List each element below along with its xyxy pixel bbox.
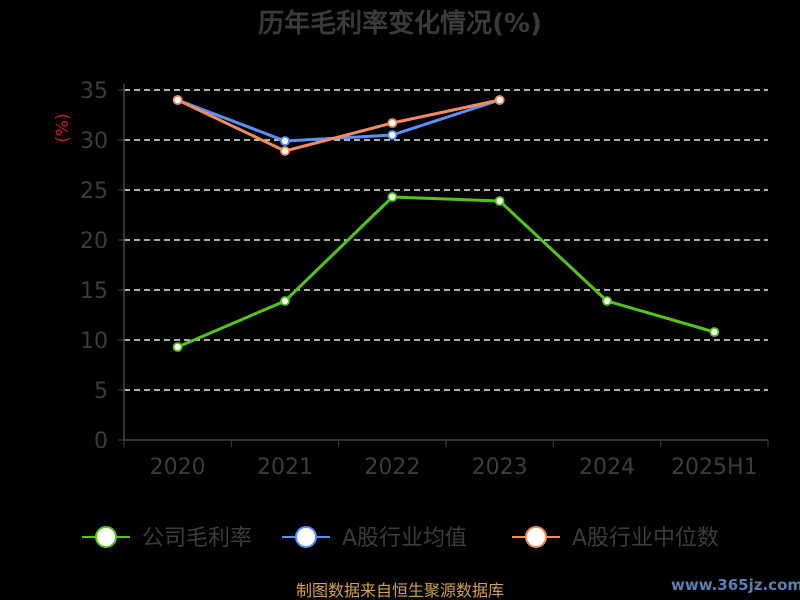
x-tick-label: 2023	[472, 455, 528, 480]
data-point	[494, 95, 505, 105]
y-tick-label: 5	[94, 379, 108, 404]
data-point	[280, 136, 290, 146]
axes: 0 5 10 15 20 25 30 35 2020 2021 2022 2023 2024 2025H1	[80, 79, 769, 480]
watermark: www.365jz.com	[671, 576, 800, 594]
x-tick-label: 2021	[257, 455, 313, 480]
y-axis-label: (%)	[53, 113, 73, 142]
data-point	[387, 130, 398, 140]
legend: 公司毛利率 A股行业均值 A股行业中位数	[82, 526, 719, 551]
y-tick-label: 25	[80, 179, 108, 204]
data-point	[602, 296, 612, 306]
data-point	[387, 192, 398, 202]
data-point	[280, 146, 290, 156]
series-0	[172, 192, 720, 352]
y-tick-label: 20	[80, 229, 108, 254]
series-line	[177, 195, 715, 349]
legend-item-0: 公司毛利率	[82, 526, 252, 551]
legend-label: 公司毛利率	[142, 526, 252, 551]
legend-label: A股行业均值	[342, 526, 467, 551]
data-point	[387, 118, 398, 128]
chart-title: 历年毛利率变化情况(%)	[258, 8, 542, 39]
x-tick-label: 2022	[364, 455, 420, 480]
data-point	[280, 296, 290, 306]
legend-swatch-marker	[295, 526, 317, 548]
y-tick-label: 30	[80, 129, 108, 154]
legend-swatch-marker	[525, 526, 547, 548]
data-point	[709, 327, 720, 337]
grid-lines	[124, 89, 768, 391]
data-point	[172, 95, 183, 105]
legend-item-2: A股行业中位数	[512, 526, 719, 551]
legend-item-1: A股行业均值	[282, 526, 467, 551]
y-tick-label: 15	[80, 279, 108, 304]
y-tick-label: 0	[94, 429, 108, 454]
legend-label: A股行业中位数	[572, 526, 719, 551]
series-2	[172, 95, 505, 156]
x-tick-label: 2025H1	[671, 455, 758, 480]
series-line	[177, 98, 500, 153]
data-point	[172, 342, 183, 352]
data-point	[494, 196, 505, 206]
y-tick-label: 35	[80, 79, 108, 104]
series-line	[177, 98, 501, 143]
legend-swatch-marker	[95, 526, 117, 548]
series-layer	[172, 95, 720, 352]
data-source-note: 制图数据来自恒生聚源数据库	[296, 581, 504, 600]
x-tick-label: 2024	[579, 455, 635, 480]
y-tick-label: 10	[80, 329, 108, 354]
x-tick-label: 2020	[150, 455, 206, 480]
